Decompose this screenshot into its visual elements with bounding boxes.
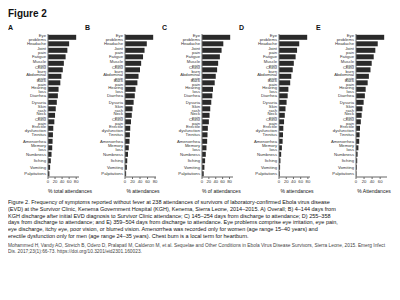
svg-text:Diarrhea: Diarrhea bbox=[184, 93, 201, 98]
svg-text:Numbness: Numbness bbox=[257, 152, 277, 157]
svg-text:Tinnitus: Tinnitus bbox=[262, 132, 277, 137]
svg-text:80: 80 bbox=[153, 179, 158, 184]
svg-text:Palpitations: Palpitations bbox=[178, 171, 200, 176]
svg-text:Numbness: Numbness bbox=[103, 152, 123, 157]
svg-text:80: 80 bbox=[227, 179, 232, 184]
svg-text:Diarrhea: Diarrhea bbox=[107, 93, 124, 98]
svg-text:Numbness: Numbness bbox=[180, 152, 200, 157]
svg-text:0: 0 bbox=[278, 179, 281, 184]
svg-text:Palpitations: Palpitations bbox=[255, 171, 277, 176]
svg-text:0: 0 bbox=[355, 179, 358, 184]
svg-text:40: 40 bbox=[138, 179, 143, 184]
svg-text:Diarrhea: Diarrhea bbox=[338, 93, 355, 98]
svg-text:60: 60 bbox=[298, 179, 303, 184]
svg-text:Numbness: Numbness bbox=[334, 152, 354, 157]
svg-text:Itching: Itching bbox=[265, 158, 278, 163]
svg-text:Tinnitus: Tinnitus bbox=[185, 132, 200, 137]
svg-text:0: 0 bbox=[201, 179, 204, 184]
svg-text:Diarrhea: Diarrhea bbox=[261, 93, 278, 98]
svg-text:Tinnitus: Tinnitus bbox=[108, 132, 123, 137]
svg-text:Palpitations: Palpitations bbox=[24, 171, 46, 176]
svg-text:Vomiting: Vomiting bbox=[30, 165, 47, 170]
svg-text:60: 60 bbox=[67, 179, 72, 184]
svg-text:80: 80 bbox=[306, 179, 311, 184]
svg-text:Itching: Itching bbox=[342, 158, 355, 163]
svg-text:40: 40 bbox=[60, 179, 65, 184]
svg-text:Vomiting: Vomiting bbox=[261, 165, 278, 170]
svg-text:Palpitations: Palpitations bbox=[332, 171, 354, 176]
svg-text:Itching: Itching bbox=[188, 158, 201, 163]
svg-text:20: 20 bbox=[284, 179, 289, 184]
svg-text:Itching: Itching bbox=[111, 158, 124, 163]
svg-text:80: 80 bbox=[74, 179, 79, 184]
svg-text:60: 60 bbox=[145, 179, 150, 184]
svg-text:20: 20 bbox=[53, 179, 58, 184]
svg-text:Tinnitus: Tinnitus bbox=[31, 132, 46, 137]
svg-text:20: 20 bbox=[130, 179, 135, 184]
svg-text:60: 60 bbox=[378, 179, 383, 184]
svg-text:20: 20 bbox=[362, 179, 367, 184]
svg-text:Vomiting: Vomiting bbox=[184, 165, 201, 170]
svg-text:40: 40 bbox=[370, 179, 375, 184]
svg-text:Vomiting: Vomiting bbox=[107, 165, 124, 170]
svg-text:Palpitations: Palpitations bbox=[101, 171, 123, 176]
svg-text:40: 40 bbox=[291, 179, 296, 184]
svg-text:60: 60 bbox=[220, 179, 225, 184]
svg-text:40: 40 bbox=[213, 179, 218, 184]
svg-text:Numbness: Numbness bbox=[26, 152, 46, 157]
svg-text:Vomiting: Vomiting bbox=[338, 165, 355, 170]
svg-text:0: 0 bbox=[47, 179, 50, 184]
svg-text:Diarrhea: Diarrhea bbox=[30, 93, 47, 98]
svg-text:20: 20 bbox=[207, 179, 212, 184]
svg-text:Itching: Itching bbox=[34, 158, 47, 163]
svg-text:0: 0 bbox=[124, 179, 127, 184]
svg-text:Tinnitus: Tinnitus bbox=[339, 132, 354, 137]
